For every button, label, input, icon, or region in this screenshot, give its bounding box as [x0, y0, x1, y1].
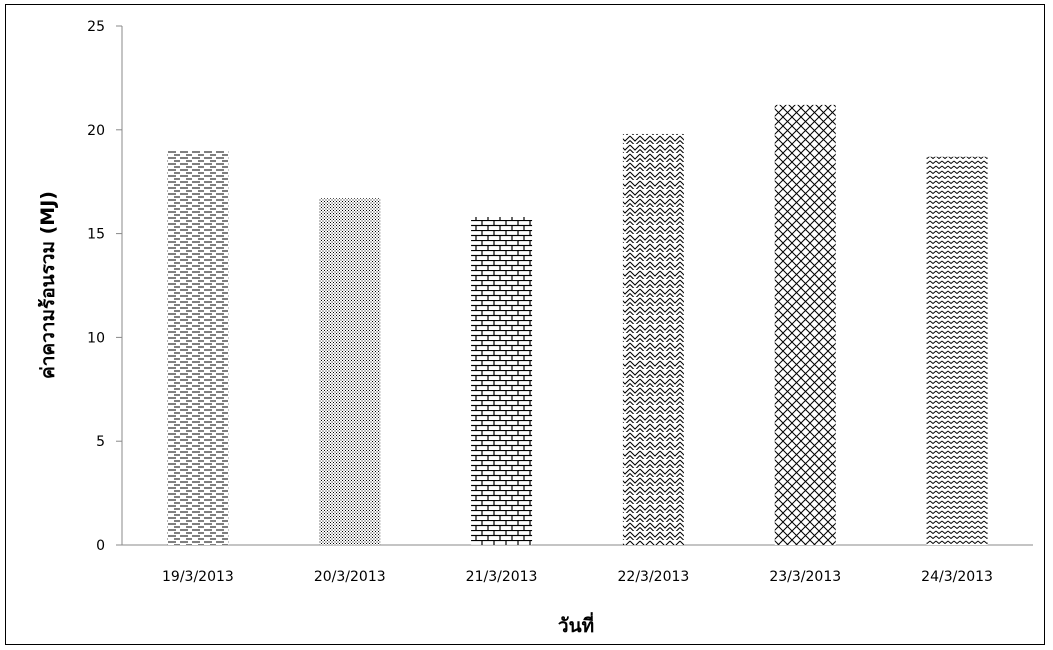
y-axis-title: ค่าความร้อนรวม (MJ)	[37, 191, 59, 379]
y-tick-label: 5	[96, 434, 105, 450]
bar-23/3/2013	[774, 104, 836, 545]
bar-21/3/2013	[471, 216, 533, 545]
x-tick-label: 24/3/2013	[921, 569, 993, 585]
x-tick-label: 19/3/2013	[162, 569, 234, 585]
y-tick-label: 0	[96, 538, 105, 554]
x-tick-label: 22/3/2013	[618, 569, 690, 585]
x-axis: 19/3/2013 20/3/2013 21/3/2013 22/3/2013 23/3…	[122, 544, 1033, 585]
bar-24/3/2013	[926, 156, 988, 545]
y-tick-label: 20	[87, 123, 105, 139]
x-axis-title: วันที่	[558, 612, 594, 637]
x-tick-label: 20/3/2013	[314, 569, 386, 585]
x-tick-label: 21/3/2013	[466, 569, 538, 585]
y-tick-label: 25	[87, 19, 105, 35]
bar-22/3/2013	[622, 133, 684, 545]
bar-20/3/2013	[319, 198, 381, 546]
y-tick-label: 10	[87, 330, 105, 346]
bar-19/3/2013	[167, 150, 229, 545]
bars	[167, 104, 988, 546]
x-tick-label: 23/3/2013	[769, 569, 841, 585]
y-axis: 0 5 10 15 20 25	[87, 19, 123, 554]
y-tick-label: 15	[87, 227, 105, 243]
